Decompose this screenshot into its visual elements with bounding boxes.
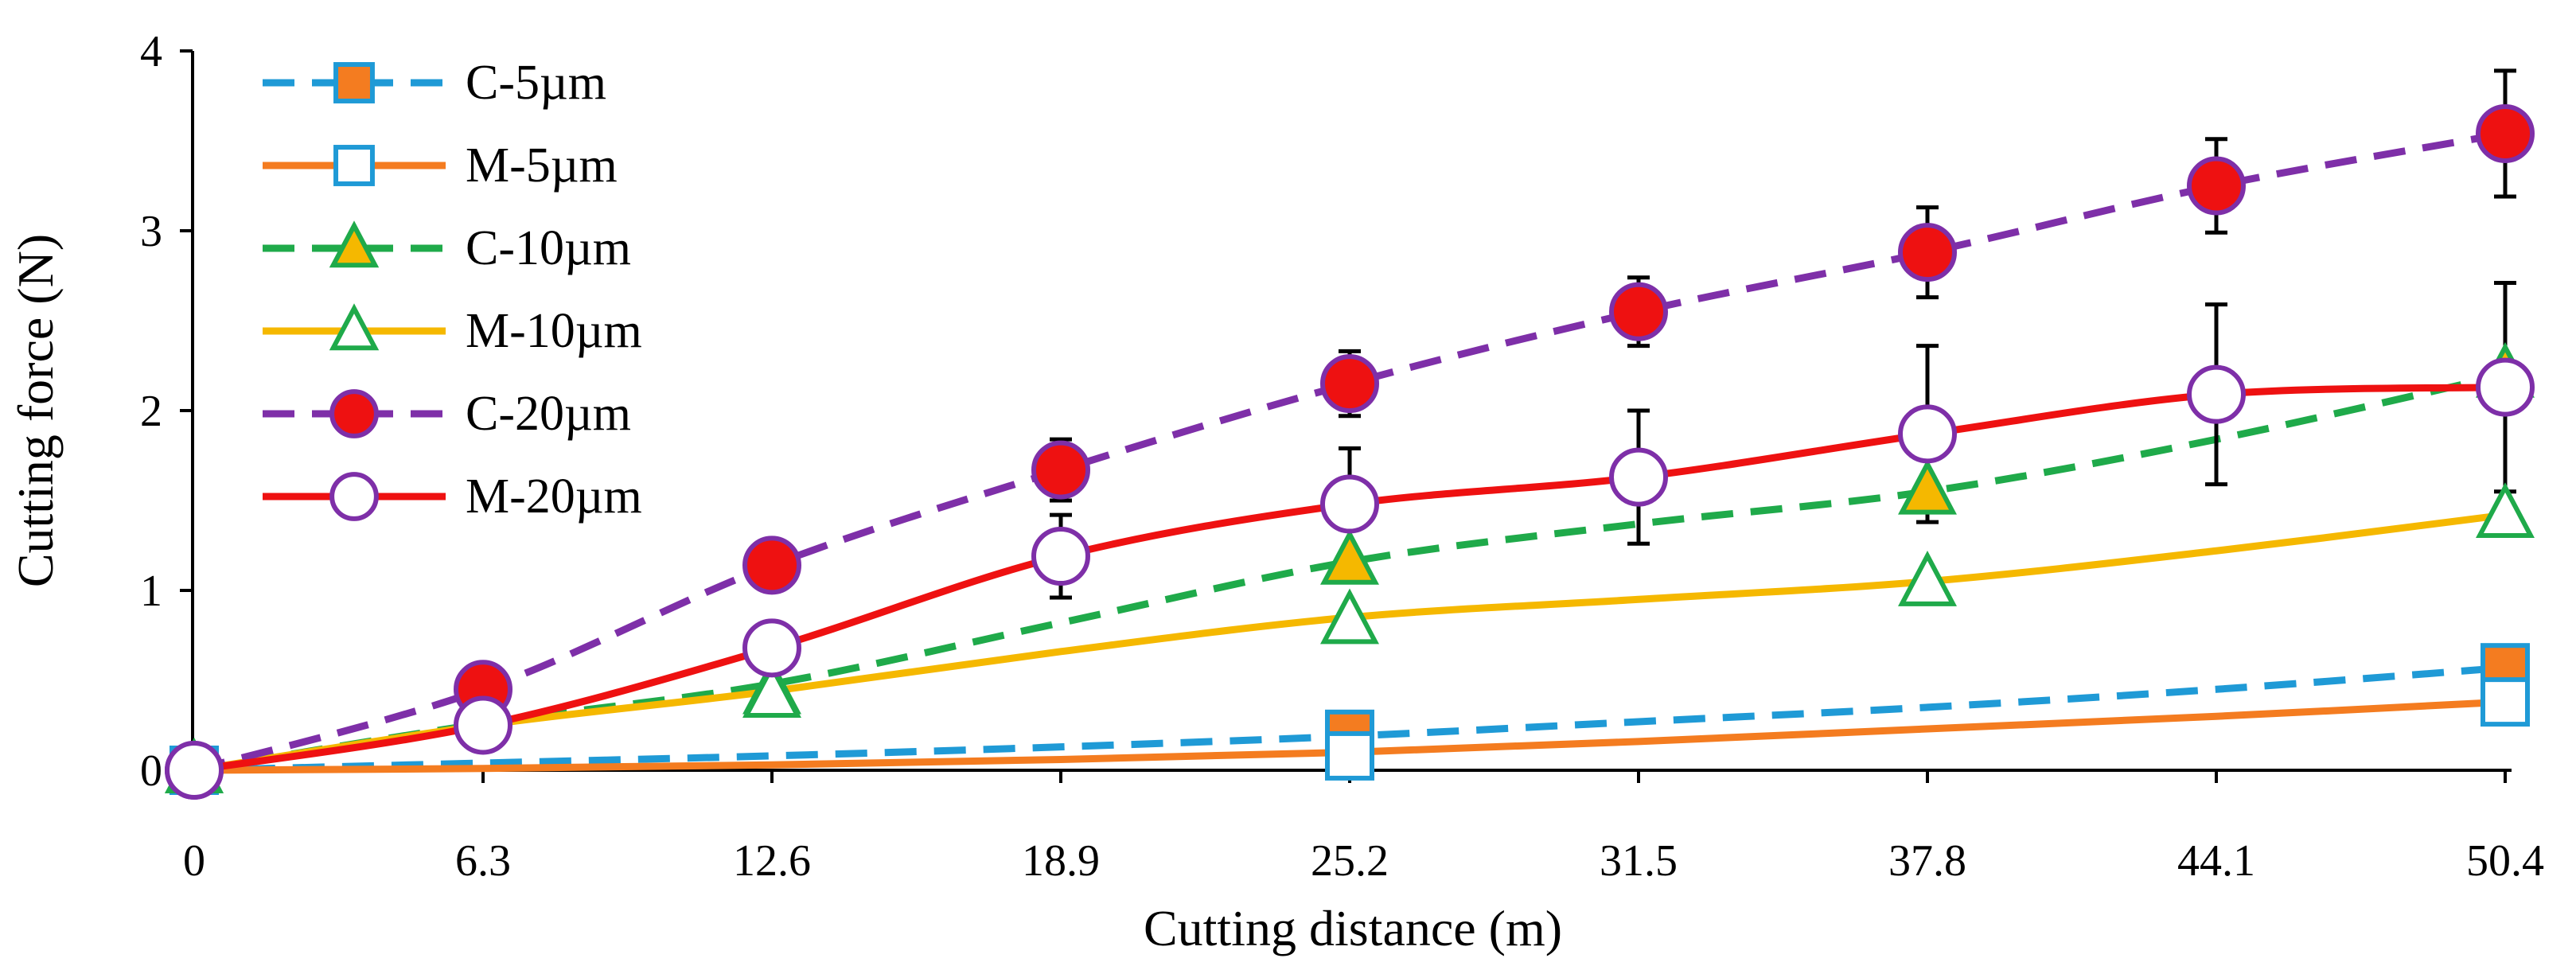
y-tick-label: 3: [140, 207, 162, 256]
data-point-m-20-m: [742, 618, 801, 678]
x-tick-label: 37.8: [1888, 836, 1966, 886]
data-point-c-20-m: [742, 536, 801, 595]
data-point-c-20-m: [1031, 440, 1090, 500]
y-tick-label: 2: [140, 387, 162, 436]
series-markers: [165, 103, 2535, 800]
x-axis-title: Cutting distance (m): [1144, 900, 1562, 956]
legend-marker-m-20-m: [329, 472, 379, 521]
data-point-c-20-m: [2476, 103, 2535, 163]
data-point-m-20-m: [1031, 527, 1090, 586]
legend-marker-c-20-m: [329, 389, 379, 438]
x-tick-label: 50.4: [2466, 836, 2544, 886]
y-tick-label: 0: [140, 746, 162, 796]
data-point-m-10-m: [1320, 588, 1379, 645]
data-point-c-10-m: [1320, 528, 1379, 585]
data-point-m-20-m: [1898, 404, 1957, 464]
legend-marker-m-10-m: [329, 303, 380, 351]
legend-label-m-5-m: M-5µm: [466, 138, 618, 193]
series-line-c-20-m: [193, 130, 2506, 774]
data-point-m-20-m: [2187, 364, 2246, 424]
legend-label-c-5-m: C-5µm: [466, 56, 606, 110]
x-tick-label: 12.6: [733, 836, 811, 886]
legend-marker-c-5-m: [333, 62, 375, 103]
data-point-c-20-m: [1898, 223, 1957, 282]
legend-label-c-10-m: C-10µm: [466, 221, 631, 275]
x-tick-label: 25.2: [1311, 836, 1389, 886]
data-point-m-20-m: [1320, 474, 1379, 534]
x-tick-label: 0: [183, 836, 205, 886]
y-tick-label: 1: [140, 567, 162, 616]
data-point-m-5-m: [2481, 677, 2530, 727]
x-tick-label: 44.1: [2177, 836, 2255, 886]
legend-marker-c-10-m: [329, 220, 380, 268]
data-point-c-20-m: [2187, 156, 2246, 216]
data-point-m-20-m: [454, 695, 512, 755]
y-axis-title: Cutting force (N): [7, 234, 64, 587]
data-point-c-20-m: [1320, 354, 1379, 414]
x-tick-label: 31.5: [1600, 836, 1678, 886]
data-point-m-20-m: [2476, 357, 2535, 417]
legend-label-m-20-m: M-20µm: [466, 469, 642, 524]
data-point-m-20-m: [165, 741, 224, 800]
data-point-m-5-m: [1325, 730, 1374, 781]
legend-label-m-10-m: M-10µm: [466, 304, 642, 358]
data-point-m-10-m: [1898, 550, 1957, 606]
data-point-c-20-m: [1609, 282, 1668, 341]
x-tick-label: 6.3: [455, 836, 511, 886]
legend-label-c-20-m: C-20µm: [466, 387, 631, 441]
data-point-c-10-m: [1898, 458, 1957, 515]
x-tick-label: 18.9: [1022, 836, 1100, 886]
y-tick-label: 4: [140, 27, 162, 76]
legend-marker-m-5-m: [333, 145, 375, 186]
data-point-m-20-m: [1609, 447, 1668, 507]
data-point-m-10-m: [2476, 482, 2535, 538]
data-point-m-10-m: [742, 662, 801, 718]
legend: C-5µm M-5µm C-10µm M-10µm C-20µm M-20µm: [263, 56, 642, 524]
